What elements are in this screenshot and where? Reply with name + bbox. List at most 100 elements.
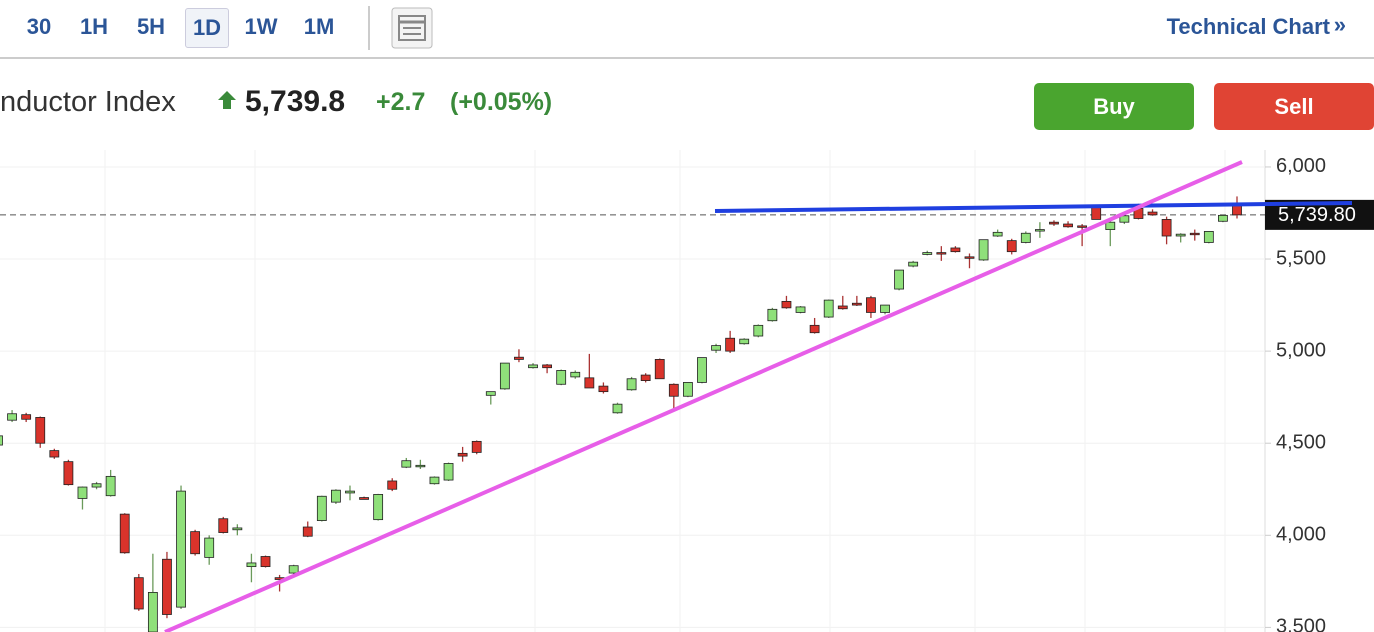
candle-body — [1091, 207, 1102, 220]
interval-button[interactable]: 1H — [79, 14, 109, 39]
candle-body — [654, 359, 665, 380]
instrument-name: nductor Index — [0, 86, 176, 118]
candle-body — [570, 371, 581, 378]
candle-body — [795, 306, 806, 313]
interval-button[interactable]: 1D — [185, 8, 229, 48]
candle-body — [471, 440, 482, 453]
candle-body — [260, 556, 271, 568]
trend-line — [164, 160, 1243, 632]
layout-icon[interactable] — [391, 7, 433, 49]
candle-body — [359, 497, 369, 500]
interval-button[interactable]: 5H — [136, 14, 166, 39]
candle-body — [387, 480, 398, 490]
technical-chart-link[interactable]: Technical Chart — [1166, 14, 1330, 39]
candle-body — [1218, 214, 1228, 222]
y-tick-label: 4,500 — [1276, 431, 1326, 453]
candle-body — [922, 252, 933, 255]
candle-body — [21, 414, 32, 420]
candle-body — [246, 562, 257, 568]
candle-body — [91, 483, 102, 488]
candle-body — [866, 297, 876, 313]
candle-body — [612, 403, 623, 414]
candle-body — [598, 385, 609, 393]
candle-body — [316, 495, 327, 521]
candle-body — [331, 489, 341, 503]
candle-body — [556, 370, 567, 385]
candle-body — [1119, 215, 1130, 223]
link-arrow: » — [1333, 12, 1346, 37]
icon-body — [398, 15, 426, 41]
toolbar-border — [0, 57, 1374, 59]
price-change: +2.7 — [376, 88, 426, 116]
candle-body — [401, 460, 412, 468]
candle-body — [668, 383, 679, 397]
candle-body — [190, 531, 201, 555]
candle-body — [767, 308, 778, 322]
candle-body — [1147, 211, 1158, 216]
candle-body — [415, 464, 426, 468]
candle-body — [204, 537, 215, 558]
candle-body — [1232, 205, 1242, 216]
y-tick-label: 3,500 — [1276, 616, 1326, 632]
candle-body — [823, 299, 834, 318]
candle-body — [809, 324, 820, 334]
candle-body — [1161, 219, 1172, 237]
candle-body — [288, 565, 299, 574]
candle-body — [978, 239, 989, 261]
candle-body — [542, 364, 553, 369]
sell-button[interactable]: Sell — [1214, 83, 1374, 130]
y-tick-label: 5,500 — [1276, 247, 1326, 269]
candle-body — [1063, 223, 1073, 228]
candle-body — [851, 302, 862, 306]
last-price-label: 5,739.80 — [1278, 204, 1356, 226]
interval-button[interactable]: 1M — [303, 14, 335, 39]
candle-body — [1077, 225, 1088, 228]
candle-body — [0, 435, 3, 446]
candle-body — [499, 362, 510, 390]
candle-body — [908, 261, 919, 267]
arrow-shape — [218, 91, 236, 109]
candle-body — [837, 305, 848, 310]
candle-body — [162, 558, 172, 615]
candle-body — [218, 518, 229, 533]
candle-body — [739, 338, 750, 345]
candle-body — [302, 526, 313, 537]
candle-body — [1105, 221, 1116, 230]
candle-body — [697, 357, 707, 383]
resistance-line — [714, 201, 1353, 213]
candle-body — [514, 356, 524, 360]
candle-body — [1189, 232, 1200, 236]
candle-body — [1006, 240, 1017, 253]
last-price: 5,739.8 — [245, 85, 346, 118]
candle-body — [584, 377, 595, 389]
candle-body — [485, 391, 496, 396]
candle-body — [1175, 233, 1186, 237]
candle-body — [626, 378, 637, 391]
candle-body — [429, 476, 440, 485]
candle-body — [936, 252, 947, 255]
candle-body — [725, 337, 736, 352]
y-tick-label: 6,000 — [1276, 155, 1326, 177]
candle-body — [1049, 221, 1059, 225]
candle-body — [7, 413, 17, 421]
interval-button[interactable]: 1W — [244, 14, 278, 39]
candle-body — [345, 490, 355, 494]
up-arrow — [218, 91, 236, 109]
buy-button[interactable]: Buy — [1034, 83, 1194, 130]
candle-body — [753, 324, 764, 337]
candle-body — [35, 417, 46, 444]
candle-body — [147, 592, 158, 632]
candle-body — [950, 247, 961, 253]
candle-body — [528, 364, 538, 369]
candle-body — [105, 475, 116, 497]
candle-body — [781, 300, 792, 309]
candle-body — [119, 513, 130, 554]
candle-body — [133, 577, 144, 610]
separator — [368, 6, 370, 50]
price-change-pct: (+0.05%) — [450, 88, 553, 116]
candle-body — [457, 452, 468, 457]
candle-body — [1034, 229, 1045, 232]
interval-button[interactable]: 30 — [26, 14, 52, 39]
candle-body — [77, 486, 88, 499]
